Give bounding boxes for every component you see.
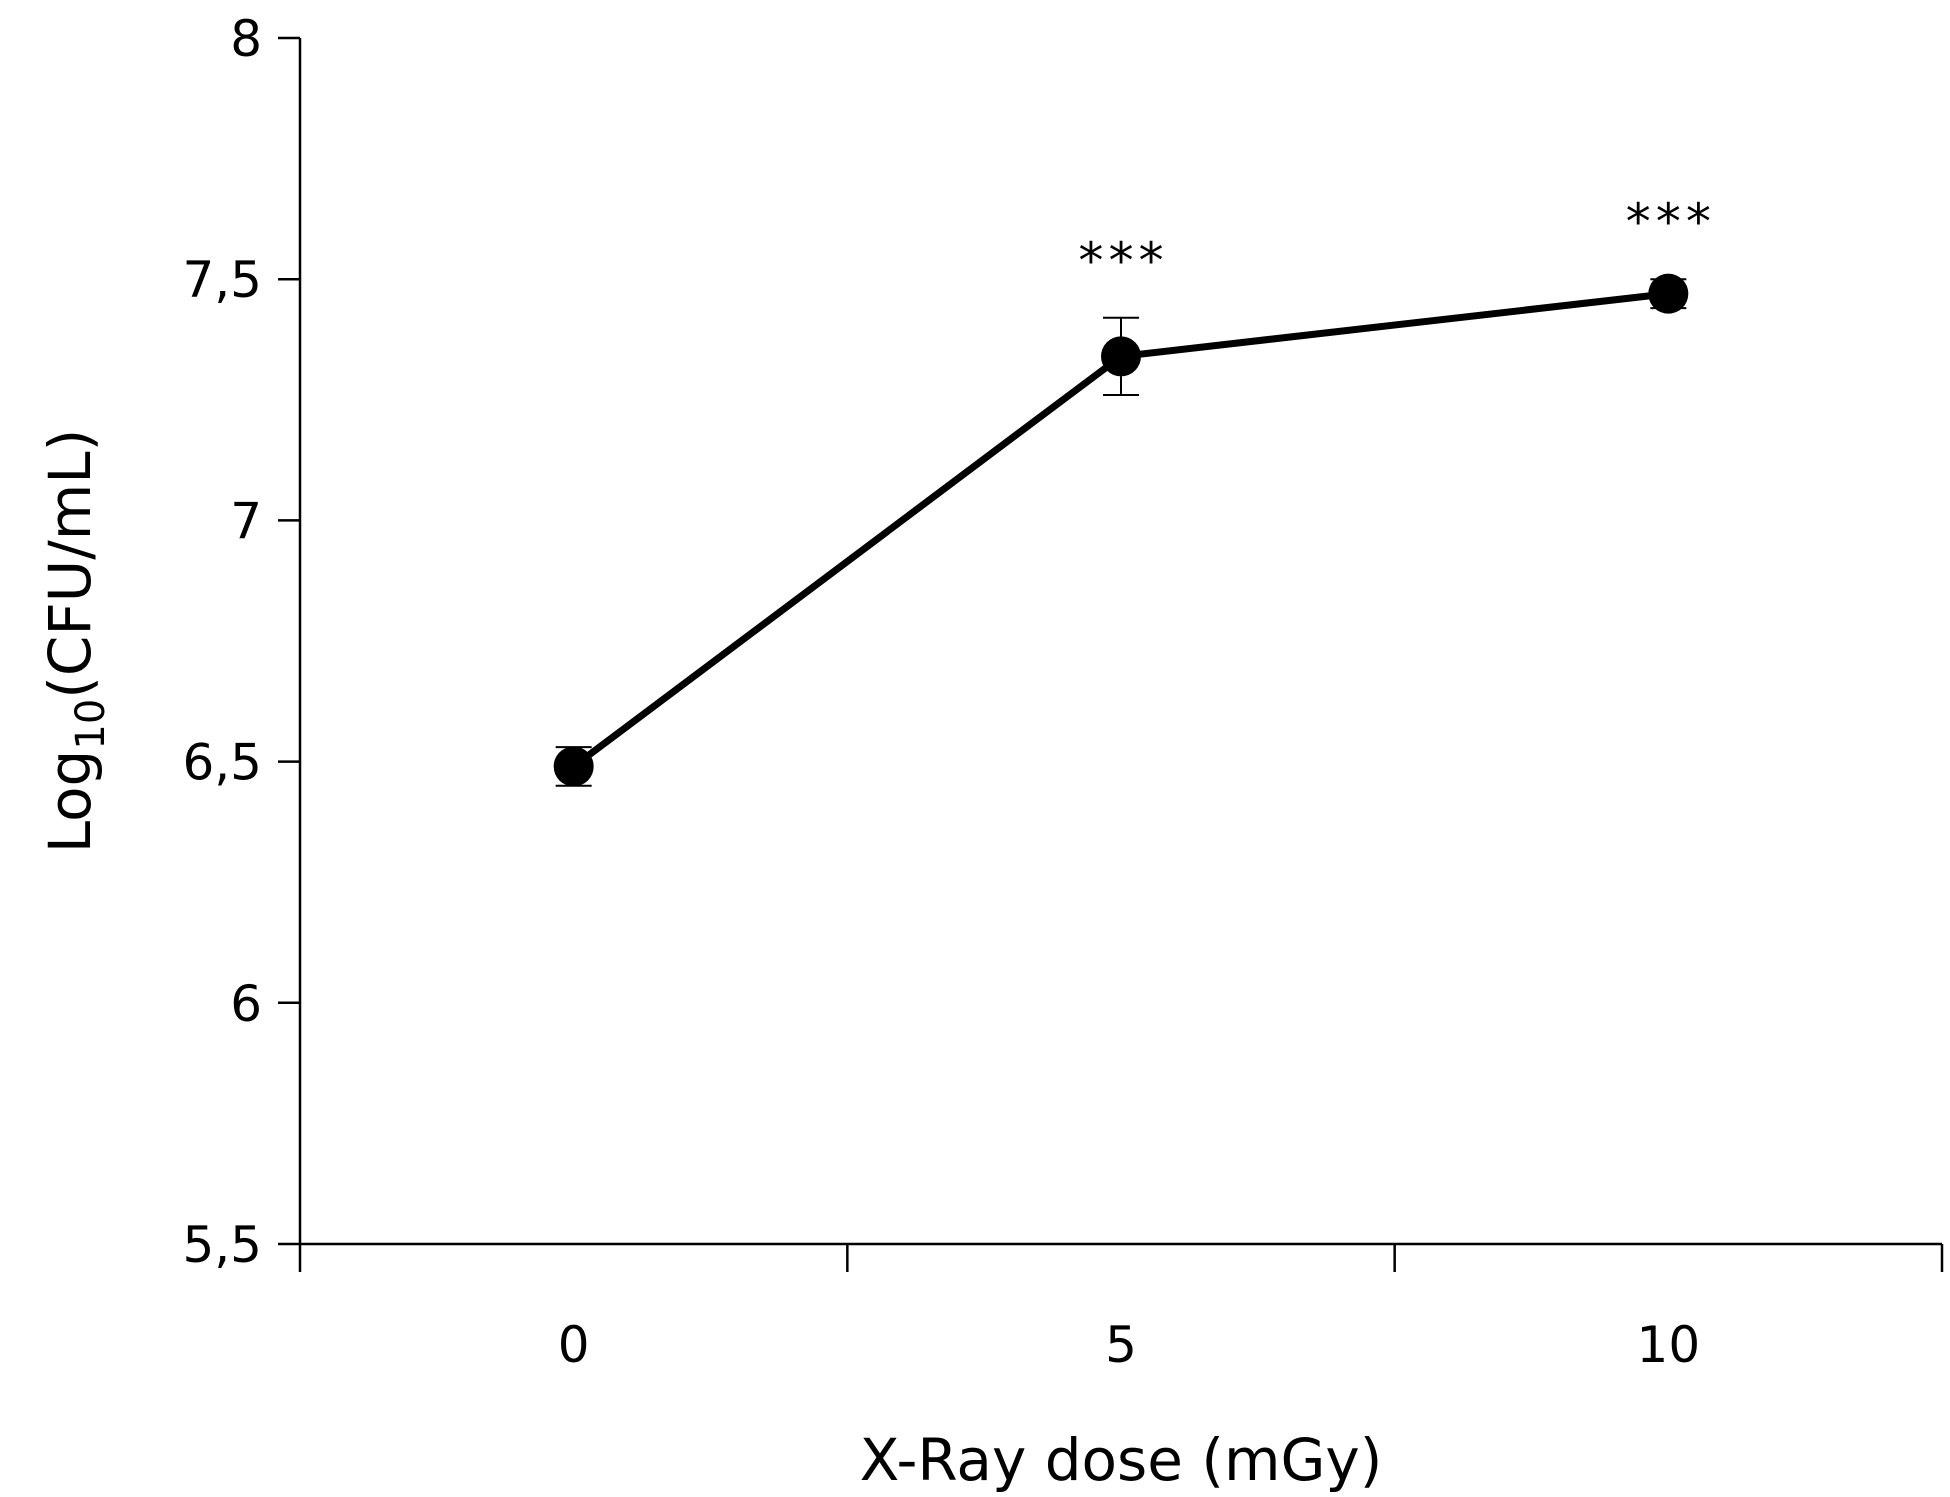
data-point bbox=[1648, 273, 1689, 314]
x-axis-ticks: 0 5 10 bbox=[558, 1244, 1944, 1374]
y-tick-label: 6 bbox=[230, 975, 262, 1033]
x-tick-label: 0 bbox=[558, 1316, 590, 1374]
y-axis-title: Log10(CFU/mL) bbox=[36, 429, 114, 853]
x-axis-title: X-Ray dose (mGy) bbox=[860, 1426, 1383, 1494]
y-tick-label: 6,5 bbox=[182, 734, 262, 792]
series-group: *** *** bbox=[553, 193, 1713, 787]
significance-label: *** bbox=[1623, 193, 1713, 251]
y-axis-ticks: 5,5 6 6,5 7 7,5 8 bbox=[182, 10, 300, 1274]
y-tick-label: 7 bbox=[230, 492, 262, 550]
x-tick-label: 5 bbox=[1105, 1316, 1137, 1374]
y-axis-title-subscript: 10 bbox=[68, 699, 114, 750]
y-tick-label: 8 bbox=[230, 10, 262, 68]
y-tick-label: 7,5 bbox=[182, 251, 262, 309]
significance-label: *** bbox=[1076, 232, 1166, 290]
data-point bbox=[553, 746, 594, 787]
x-tick-label: 10 bbox=[1637, 1316, 1701, 1374]
data-point bbox=[1101, 336, 1141, 377]
axes bbox=[298, 38, 1942, 1272]
y-axis-title-unit: (CFU/mL) bbox=[36, 429, 104, 699]
y-tick-label: 5,5 bbox=[182, 1216, 262, 1274]
y-axis-title-main: Log bbox=[36, 750, 104, 854]
